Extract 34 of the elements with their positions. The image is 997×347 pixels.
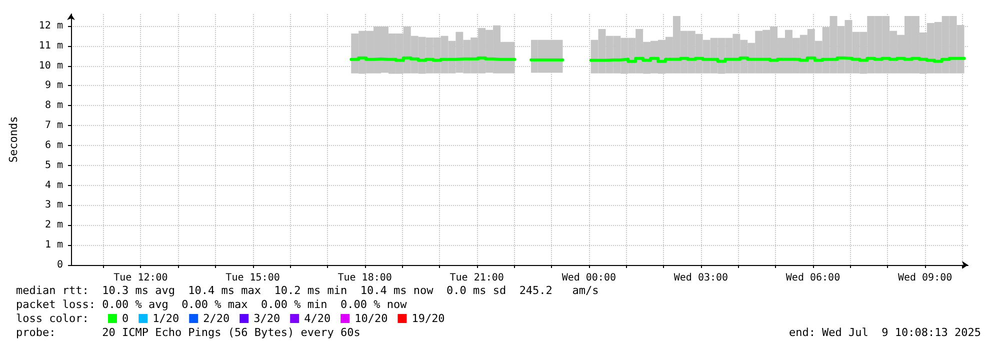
- text: packet loss: 0.00 % avg 0.00 % max 0.00 % min 0.00 % now: [16, 298, 408, 311]
- y-tick-label: 0: [56, 260, 63, 270]
- legend-label: 4/20: [304, 312, 331, 325]
- legend-label: 10/20: [354, 312, 388, 325]
- y-tick-label: 3 m: [44, 200, 63, 211]
- y-tick-label: 10 m: [38, 60, 63, 72]
- legend-label: 19/20: [412, 312, 445, 325]
- x-tick-label: Wed 03:00: [674, 272, 728, 284]
- text: end: Wed Jul 9 10:08:13 2025: [788, 326, 982, 339]
- x-tick-label: Tue 18:00: [338, 272, 392, 284]
- y-tick-label: 12 m: [38, 20, 63, 32]
- x-tick-label: Tue 21:00: [450, 272, 504, 284]
- legend-label: 1/20: [152, 312, 180, 325]
- text: probe: 20 ICMP Echo Pings (56 Bytes) every 60s: [16, 326, 360, 339]
- x-tick-label: Tue 12:00: [114, 272, 168, 284]
- legend-label: 0: [122, 312, 129, 325]
- text: median rtt: 10.3 ms avg 10.4 ms max 10.2 ms min 10.4 ms now 0.0 ms sd 245.2 am/s: [16, 284, 599, 297]
- y-tick-label: 2 m: [44, 220, 63, 231]
- legend-label: 3/20: [254, 312, 280, 325]
- y-axis-title: Seconds: [7, 116, 20, 163]
- y-tick-label: 9 m: [44, 80, 63, 92]
- y-tick-label: 4 m: [44, 180, 63, 191]
- y-tick-label: 8 m: [44, 100, 63, 112]
- legend-title: loss color:: [16, 312, 89, 325]
- y-tick-label: 6 m: [44, 140, 63, 151]
- x-tick-label: Tue 15:00: [226, 272, 280, 284]
- y-tick-label: 7 m: [44, 120, 63, 132]
- y-tick-label: 1 m: [44, 240, 63, 251]
- x-tick-label: Wed 06:00: [786, 272, 840, 284]
- y-tick-label: 11 m: [38, 40, 63, 52]
- y-tick-label: 5 m: [44, 160, 63, 171]
- legend-label: 2/20: [203, 312, 230, 325]
- x-tick-label: Wed 09:00: [898, 272, 952, 284]
- x-tick-label: Wed 00:00: [562, 272, 616, 284]
